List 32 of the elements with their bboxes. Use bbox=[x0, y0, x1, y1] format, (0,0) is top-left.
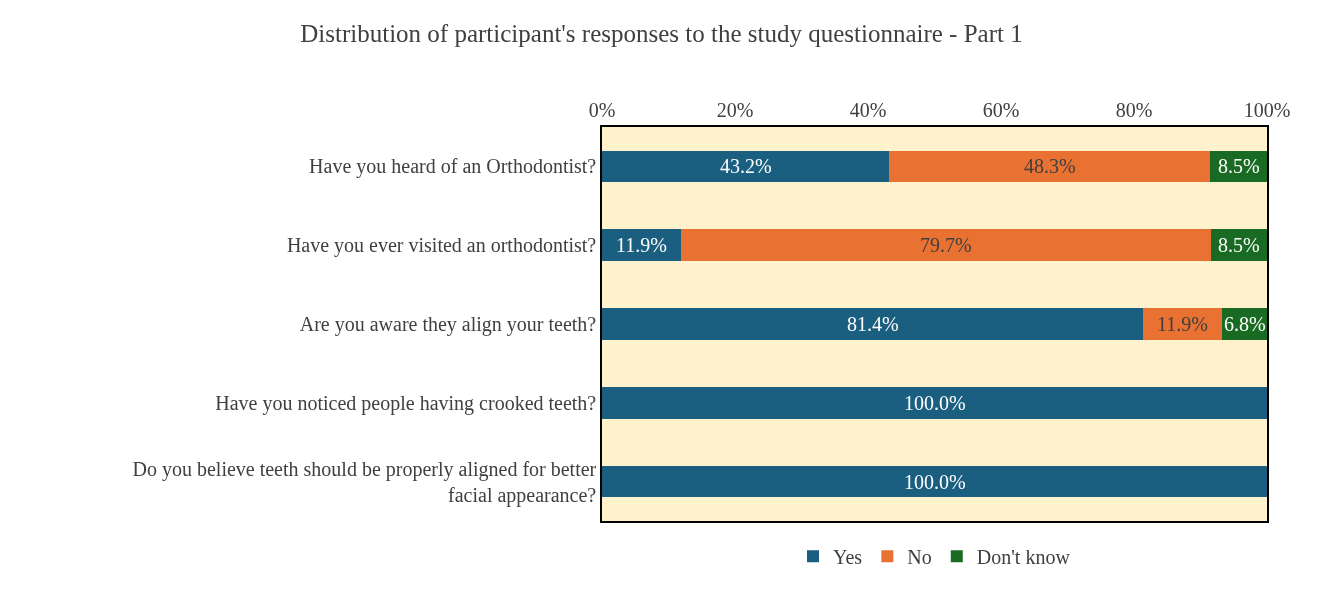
data-label: 79.7% bbox=[920, 234, 972, 256]
data-label: 11.9% bbox=[1157, 313, 1208, 335]
y-tick-label: Do you believe teeth should be properly aligned for better facial appearance? bbox=[132, 457, 597, 507]
x-tick-label: 0% bbox=[588, 99, 616, 122]
bar bbox=[681, 229, 1212, 261]
legend-label: Yes bbox=[833, 546, 863, 569]
bar bbox=[602, 387, 1267, 419]
y-tick-label: Have you noticed people having crooked teeth? bbox=[215, 391, 597, 415]
legend-label: No bbox=[907, 546, 932, 569]
x-tick-label: 40% bbox=[849, 99, 887, 122]
data-label: 6.8% bbox=[1224, 313, 1266, 335]
bar bbox=[602, 308, 1144, 340]
data-label: 8.5% bbox=[1218, 155, 1260, 177]
y-tick-label: Have you heard of an Orthodontist? bbox=[309, 155, 597, 179]
data-label: 43.2% bbox=[720, 155, 772, 177]
x-tick-label: 80% bbox=[1115, 99, 1153, 122]
data-label: 81.4% bbox=[847, 313, 899, 335]
y-tick-label: Are you aware they align your teeth? bbox=[299, 313, 597, 336]
data-label: 100.0% bbox=[904, 471, 966, 493]
chart-title: Distribution of participant's responses to the study questionnaire - Part 1 bbox=[300, 19, 1023, 47]
x-tick-label: 20% bbox=[716, 99, 754, 122]
legend-label: Don't know bbox=[976, 546, 1071, 569]
data-label: 100.0% bbox=[904, 392, 966, 414]
bar bbox=[602, 150, 890, 183]
y-tick-label: Have you ever visited an orthodontist? bbox=[286, 234, 597, 258]
bar bbox=[602, 465, 1267, 498]
x-tick-label: 60% bbox=[982, 99, 1020, 122]
data-label: 48.3% bbox=[1024, 155, 1076, 177]
data-label: 8.5% bbox=[1218, 234, 1260, 256]
x-tick-label: 100% bbox=[1243, 99, 1291, 122]
data-label: 11.9% bbox=[616, 234, 667, 256]
bar bbox=[889, 150, 1211, 183]
